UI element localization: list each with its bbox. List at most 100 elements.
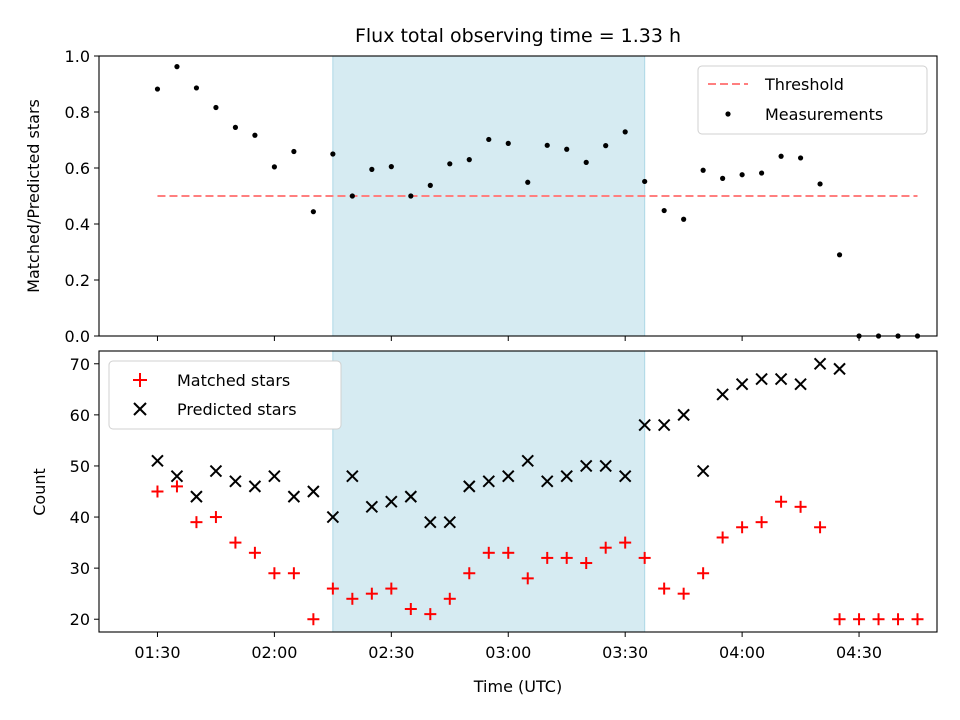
predicted-star-marker (833, 362, 846, 376)
measurement-point (836, 252, 843, 258)
measurement-point (759, 170, 765, 176)
bottom-plot-frame (98, 350, 938, 633)
matched-star-marker (209, 511, 222, 524)
matched-star-marker (658, 582, 671, 595)
matched-star-marker (385, 582, 398, 595)
measurement-point (544, 142, 550, 148)
matched-star-marker (502, 546, 515, 559)
predicted-star-marker (190, 490, 203, 503)
measurement-point (310, 209, 316, 215)
predicted-star-marker (404, 490, 418, 503)
legend-predicted-swatch (133, 402, 147, 416)
legend-measurements-swatch (725, 111, 731, 117)
matched-star-marker (346, 592, 359, 605)
measurement-point (778, 153, 784, 159)
chart-title: Flux total observing time = 1.33 h (355, 25, 681, 47)
bottom-y-axis: 20 30 40 50 60 70 (70, 355, 99, 629)
matched-star-marker (716, 531, 729, 544)
top-y-axis: 0.0 0.2 0.4 0.6 0.8 1.0 (65, 47, 99, 346)
matched-star-marker (541, 551, 554, 564)
measurement-point (720, 175, 726, 181)
matched-star-marker (736, 521, 749, 534)
predicted-star-marker (541, 475, 554, 488)
predicted-star-marker (268, 469, 281, 483)
measurement-point (700, 167, 706, 173)
bottom-y-tick-label: 60 (70, 406, 90, 425)
predicted-star-marker (716, 388, 729, 401)
top-y-tick-label: 0.4 (65, 215, 90, 234)
predicted-star-marker (696, 464, 710, 478)
matched-star-marker (287, 567, 300, 580)
predicted-star-marker (229, 475, 242, 488)
top-legend-box (697, 65, 928, 135)
matched-star-marker (307, 613, 320, 626)
top-legend: Threshold Measurements (697, 65, 928, 135)
matched-star-marker (326, 582, 339, 595)
predicted-star-marker (248, 480, 262, 493)
measurement-point (232, 124, 239, 130)
predicted-star-marker (618, 469, 632, 483)
measurement-points (154, 64, 921, 339)
bottom-y-tick-label: 50 (70, 457, 90, 476)
matched-star-marker (677, 587, 690, 600)
predicted-star-marker (580, 459, 593, 473)
measurement-point (525, 179, 531, 185)
legend-threshold-label: Threshold (764, 75, 844, 94)
predicted-star-marker (307, 485, 320, 498)
measurement-point (447, 161, 453, 167)
bottom-x-axis: 01:30 02:00 02:30 03:00 03:30 04:00 04:30 (134, 632, 882, 662)
matched-star-marker (599, 541, 612, 554)
bottom-y-tick-label: 70 (70, 355, 90, 374)
measurement-point (466, 157, 472, 163)
x-tick-label: 04:00 (719, 643, 765, 662)
measurement-point (252, 132, 258, 138)
predicted-star-marker (151, 454, 164, 468)
measurement-point (271, 164, 277, 170)
legend-matched-label: Matched stars (177, 371, 290, 390)
matched-star-marker (482, 546, 495, 559)
predicted-star-marker (774, 372, 788, 386)
predicted-stars-points (151, 357, 846, 529)
measurement-point (213, 104, 219, 111)
measurement-point (603, 143, 609, 149)
predicted-star-marker (755, 372, 768, 386)
predicted-star-marker (365, 500, 379, 514)
predicted-star-marker (385, 495, 398, 508)
predicted-star-marker (443, 515, 456, 529)
bottom-panel: 01:30 02:00 02:30 03:00 03:30 04:00 04:30 20 30… (30, 350, 938, 696)
top-panel: 0.0 0.2 0.4 0.6 0.8 1.0 Matched/Predicted sta… (24, 47, 938, 346)
matched-star-marker (794, 500, 807, 513)
bottom-y-tick-label: 20 (70, 610, 90, 629)
top-y-tick-label: 1.0 (65, 47, 90, 66)
measurement-point (622, 129, 628, 135)
measurement-point (193, 85, 200, 91)
x-tick-label: 03:30 (602, 643, 648, 662)
matched-star-marker (424, 608, 437, 621)
matched-star-marker (814, 521, 827, 534)
predicted-star-marker (794, 378, 807, 391)
measurement-point (369, 166, 375, 172)
matched-star-marker (755, 516, 768, 529)
top-plot-frame (98, 55, 938, 337)
observing-span-bottom (332, 350, 646, 633)
predicted-star-marker (482, 475, 495, 488)
measurement-point (427, 182, 433, 188)
measurement-point (291, 148, 297, 155)
matched-star-marker (268, 567, 281, 580)
predicted-star-marker (463, 480, 476, 493)
x-tick-label: 01:30 (134, 643, 180, 662)
matched-star-marker (892, 613, 905, 626)
top-y-tick-label: 0.0 (65, 327, 90, 346)
predicted-star-marker (813, 357, 827, 370)
legend-measurements-label: Measurements (765, 105, 883, 124)
x-tick-label: 04:30 (836, 643, 882, 662)
matched-star-marker (443, 592, 456, 605)
matched-star-marker (463, 567, 476, 580)
measurement-point (408, 193, 414, 199)
matched-star-marker (151, 485, 164, 498)
predicted-star-marker (424, 515, 437, 529)
predicted-star-marker (326, 510, 340, 524)
predicted-star-marker (657, 418, 671, 432)
predicted-star-marker (638, 418, 651, 432)
